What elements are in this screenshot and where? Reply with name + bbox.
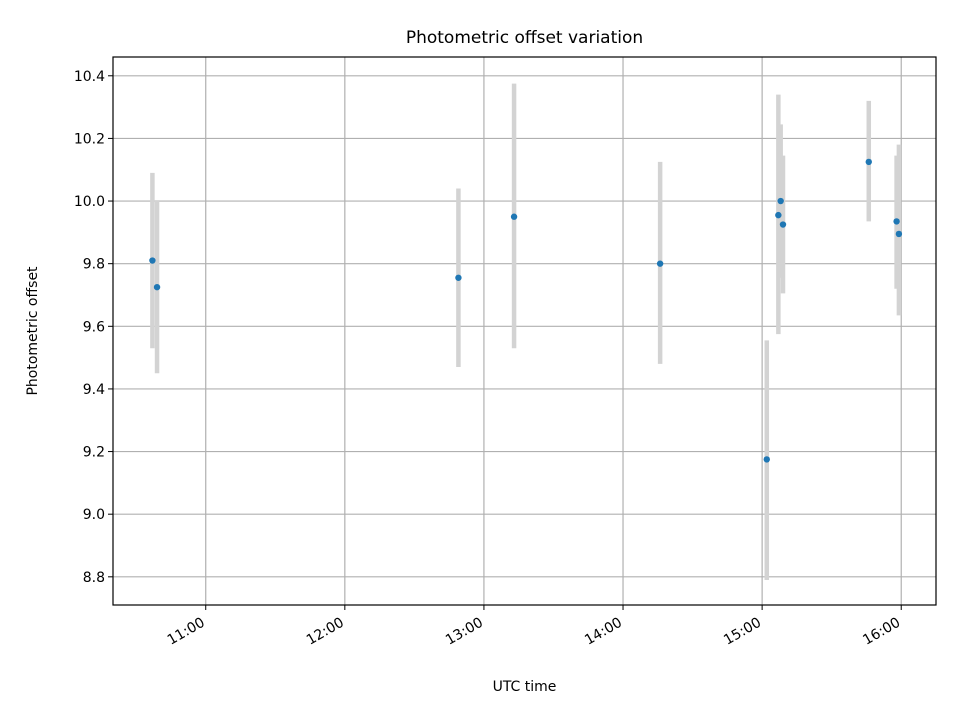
data-point (779, 221, 787, 228)
data-point (763, 456, 770, 463)
data-point (893, 218, 900, 225)
plot-frame (112, 56, 937, 606)
chart-title: Photometric offset variation (406, 28, 643, 48)
y-tick-label: 9.2 (83, 445, 105, 461)
y-tick-label: 9.4 (83, 382, 105, 398)
data-point (895, 230, 903, 238)
data-point (656, 260, 664, 267)
y-axis-ticks: 8.8 9.0 9.2 9.4 9.6 9.8 10.0 10.2 10.4 (74, 69, 113, 586)
data-point (865, 158, 872, 166)
data-point (149, 257, 156, 264)
y-tick-label: 8.8 (83, 570, 105, 586)
data-point (153, 283, 161, 291)
x-axis-label: UTC time (493, 679, 557, 695)
y-tick-label: 9.0 (83, 507, 105, 523)
data-point (777, 197, 784, 205)
y-tick-label: 10.0 (74, 194, 105, 210)
data-points (149, 158, 903, 463)
data-point (775, 211, 782, 219)
y-tick-label: 10.2 (74, 131, 105, 147)
y-tick-label: 9.6 (83, 319, 105, 335)
grid (113, 57, 936, 605)
y-axis-label: Photometric offset (25, 266, 41, 396)
data-point (455, 274, 462, 281)
y-tick-label: 10.4 (74, 69, 105, 85)
data-point (510, 213, 518, 220)
y-tick-label: 9.8 (83, 257, 105, 273)
